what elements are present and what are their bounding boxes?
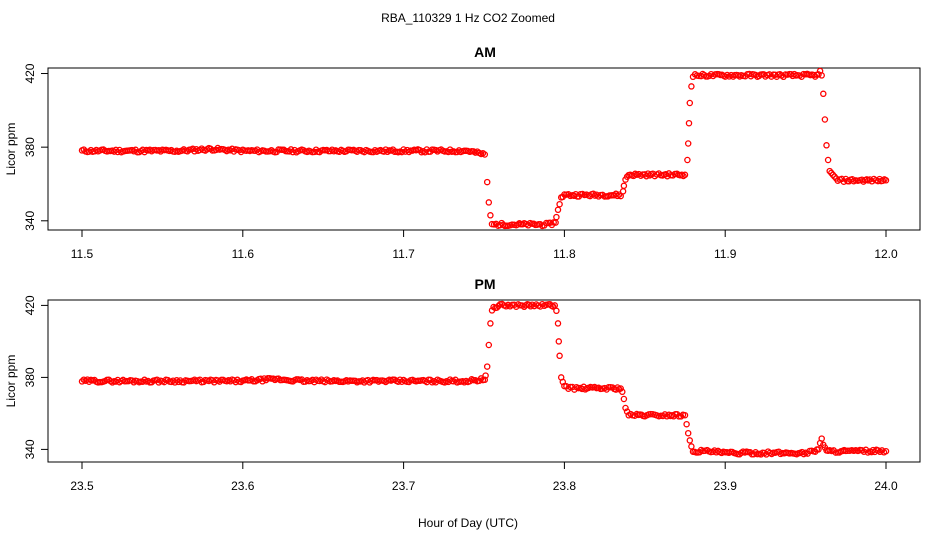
am-data-point [688, 83, 695, 90]
pm-data-point [752, 449, 759, 456]
am-data-point [686, 99, 694, 107]
am-panel-title: AM [474, 44, 496, 60]
am-data-point [684, 156, 691, 164]
am-data-point [685, 119, 693, 127]
am-data-point [879, 177, 887, 184]
pm-data-point [487, 320, 494, 327]
pm-data-point [683, 420, 690, 428]
pm-data-point [686, 437, 694, 444]
am-data-points [78, 67, 890, 230]
pm-data-point [622, 404, 629, 412]
am-y-axis: 340 380 420 [23, 63, 49, 231]
am-x-tick-label: 11.5 [71, 247, 94, 261]
pm-x-tick-label: 23.8 [553, 479, 577, 493]
am-data-point [824, 156, 832, 164]
am-x-tick-label: 11.9 [714, 247, 737, 261]
pm-data-points [78, 300, 890, 458]
am-x-tick-label: 11.8 [553, 247, 576, 261]
am-data-point [619, 188, 627, 195]
pm-panel: PM 23.5 23.6 23.7 23.8 23.9 24.0 340 380 420 Li… [4, 276, 921, 493]
am-data-point [483, 178, 491, 186]
pm-panel-title: PM [475, 276, 496, 292]
pm-x-axis: 23.5 23.6 23.7 23.8 23.9 24.0 [70, 461, 898, 493]
pm-x-tick-label: 24.0 [874, 479, 898, 493]
am-data-point [684, 140, 692, 147]
pm-y-tick-label: 340 [23, 439, 37, 459]
am-y-axis-label: Licor ppm [4, 123, 18, 176]
pm-data-point [555, 338, 563, 345]
pm-x-tick-label: 23.9 [714, 479, 738, 493]
pm-data-point [681, 411, 689, 419]
pm-x-tick-label: 23.7 [392, 479, 416, 493]
figure-title: RBA_110329 1 Hz CO2 Zoomed [381, 11, 555, 25]
am-y-tick-label: 380 [23, 137, 37, 157]
pm-data-point [78, 378, 86, 385]
pm-y-axis-label: Licor ppm [4, 355, 18, 408]
pm-data-point [85, 378, 93, 385]
pm-data-point [614, 384, 621, 391]
am-panel: AM 11.5 11.6 11.7 11.8 11.9 12.0 340 380 420 Li… [4, 44, 921, 261]
pm-data-point [815, 446, 822, 453]
am-data-point [615, 191, 623, 198]
am-data-point [681, 171, 689, 179]
am-data-point [554, 206, 562, 214]
pm-data-point [477, 375, 485, 382]
pm-data-point [554, 320, 562, 327]
pm-x-tick-label: 23.5 [70, 479, 94, 493]
pm-data-point [483, 363, 491, 370]
am-x-tick-label: 11.6 [232, 247, 255, 261]
pm-data-point [556, 352, 563, 360]
pm-data-point [818, 435, 825, 442]
am-data-point [543, 219, 550, 227]
am-data-point [678, 171, 686, 178]
am-data-point [882, 177, 890, 184]
am-data-point [485, 199, 493, 206]
pm-data-point [844, 447, 852, 454]
am-x-tick-label: 12.0 [874, 247, 898, 261]
am-data-point [481, 151, 489, 158]
pm-data-point [620, 395, 628, 403]
am-y-tick-label: 340 [23, 210, 37, 230]
pm-data-point [481, 376, 489, 384]
pm-data-point [553, 307, 560, 315]
pm-y-tick-label: 380 [23, 367, 37, 387]
am-data-point [553, 213, 560, 221]
am-data-point [818, 72, 825, 79]
am-data-point [620, 182, 628, 190]
pm-data-point [688, 443, 695, 450]
pm-data-point [527, 303, 534, 310]
pm-data-point [617, 385, 624, 392]
am-data-point [823, 142, 830, 149]
pm-data-point [141, 376, 148, 384]
am-x-tick-label: 11.7 [392, 247, 415, 261]
x-axis-label: Hour of Day (UTC) [418, 516, 518, 530]
am-data-point [617, 192, 624, 200]
am-data-point [614, 192, 621, 200]
pm-x-tick-label: 23.6 [231, 479, 255, 493]
pm-data-point [482, 372, 489, 379]
pm-data-point [684, 429, 692, 437]
am-data-point [487, 212, 494, 219]
pm-data-point [485, 341, 493, 349]
am-data-point [821, 116, 829, 123]
pm-y-tick-label: 420 [23, 295, 37, 315]
am-data-point [815, 71, 822, 78]
am-data-point [820, 90, 827, 98]
pm-data-point [493, 304, 501, 311]
am-data-point [556, 200, 563, 208]
pm-data-point [619, 388, 626, 396]
am-x-axis: 11.5 11.6 11.7 11.8 11.9 12.0 [71, 229, 898, 261]
pm-y-axis: 340 380 420 [23, 295, 49, 459]
pm-data-point [882, 447, 890, 455]
am-y-tick-label: 420 [23, 63, 37, 83]
